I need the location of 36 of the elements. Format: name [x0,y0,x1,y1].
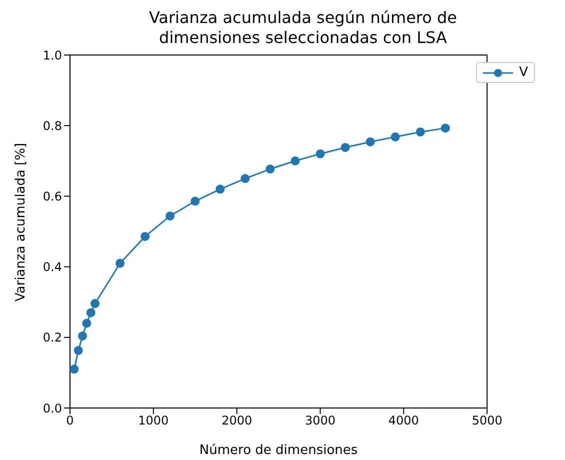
point [390,132,400,142]
x-tick-label: 4000 [388,414,419,428]
y-tick-label: 0.0 [42,401,62,416]
x-tick-label: 2000 [222,414,252,428]
x-axis-title: Número de dimensiones [199,443,358,458]
point [82,318,92,328]
point [116,258,125,268]
x-tick-label: 1000 [138,414,169,428]
point [166,211,175,220]
point [190,196,200,206]
point [216,184,225,194]
point [340,142,350,152]
point [240,174,250,184]
chart-title: Varianza acumulada según número de dimensiones seleccionadas con LSA [148,8,458,48]
y-tick-label: 1.0 [42,48,62,62]
point [78,331,88,340]
y-axis-title: Varianza acumulada [%] [14,142,29,302]
y-tick-label: 0.4 [42,260,62,274]
x-tick-label: 0 [66,414,74,428]
point [416,127,425,136]
point [86,308,96,318]
point [140,232,150,241]
y-tick-label: 0.8 [42,118,62,133]
point [366,137,375,146]
point [90,299,100,308]
point [266,164,275,174]
point [70,364,79,374]
point [440,124,450,133]
point [290,156,300,166]
point [316,149,325,158]
point [74,346,83,355]
x-tick-label: 3000 [304,414,336,428]
x-tick-label: 5000 [472,414,502,428]
y-tick-label: 0.2 [42,330,62,345]
y-tick-label: 0.6 [42,189,62,204]
legend-label: V [519,65,528,80]
